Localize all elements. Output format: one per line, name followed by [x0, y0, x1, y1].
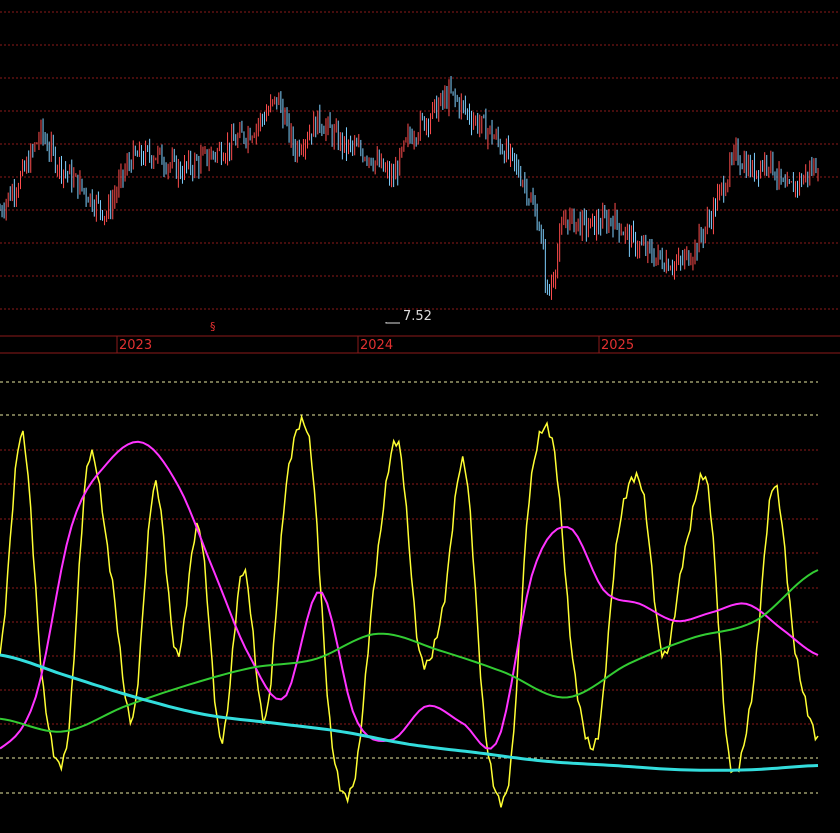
time-axis: 2023 2024 2025 [0, 335, 840, 354]
indicator-line-1 [0, 413, 819, 808]
indicator-line-4 [0, 653, 819, 772]
indicator-panel-grid [0, 381, 818, 794]
indicator-line-3 [0, 569, 819, 733]
min-price-label: 7.52 [403, 309, 432, 324]
event-marker: § [210, 320, 216, 333]
year-label-2024: 2024 [360, 338, 393, 353]
price-candles: 7.52 § [0, 76, 819, 333]
min-annotation-leader [385, 322, 400, 324]
year-label-2023: 2023 [119, 338, 152, 353]
indicator-line-2 [0, 440, 819, 750]
price-panel-grid [0, 11, 840, 310]
year-label-2025: 2025 [601, 338, 634, 353]
indicator-lines [0, 413, 819, 808]
